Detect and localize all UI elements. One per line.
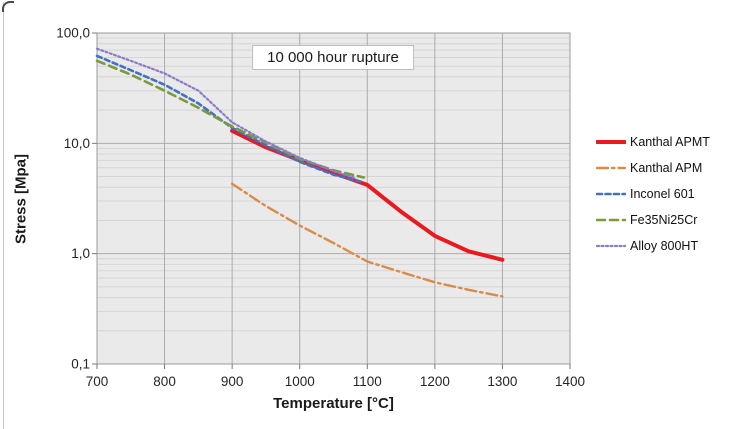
plot-border xyxy=(96,32,571,365)
y-tick-label: 10,0 xyxy=(64,136,90,151)
legend-item-fe35ni25cr: Fe35Ni25Cr xyxy=(596,207,710,233)
x-tick-label: 700 xyxy=(86,374,109,389)
legend-label: Alloy 800HT xyxy=(630,239,699,253)
legend-label: Kanthal APMT xyxy=(630,135,710,149)
frame-left-border xyxy=(3,2,4,429)
series-line-kanthal-apm xyxy=(230,182,504,298)
series-line-alloy-800ht xyxy=(95,47,355,179)
legend-item-kanthal-apmt: Kanthal APMT xyxy=(596,129,710,155)
x-tick-label: 1400 xyxy=(555,374,585,389)
legend-line-sample xyxy=(596,192,626,196)
x-tick-label: 1200 xyxy=(420,374,450,389)
x-tick-label: 1100 xyxy=(353,374,382,389)
legend: Kanthal APMT Kanthal APM Inconel 601 Fe35Ni… xyxy=(596,129,710,259)
plot-background xyxy=(97,33,570,364)
y-axis-title: Stress [Mpa] xyxy=(12,153,30,245)
legend-line-sample xyxy=(596,166,626,170)
legend-label: Fe35Ni25Cr xyxy=(630,213,698,227)
legend-item-kanthal-apm: Kanthal APM xyxy=(596,155,710,181)
x-tick-label: 1000 xyxy=(285,374,315,389)
x-axis-title: Temperature [°C] xyxy=(273,395,394,412)
x-tick-label: 1300 xyxy=(487,374,517,389)
legend-line-sample xyxy=(596,244,626,248)
chart-title-box: 10 000 hour rupture xyxy=(252,45,414,70)
x-tick-label: 900 xyxy=(221,374,244,389)
legend-label: Kanthal APM xyxy=(630,161,703,175)
y-tick-label: 1,0 xyxy=(71,246,90,261)
chart-title: 10 000 hour rupture xyxy=(267,49,399,66)
x-tick-label: 800 xyxy=(153,374,176,389)
legend-line-sample xyxy=(596,140,626,144)
legend-line-sample xyxy=(596,218,626,222)
legend-item-inconel-601: Inconel 601 xyxy=(596,181,710,207)
y-tick-label: 100,0 xyxy=(56,26,90,41)
frame-top-left-corner xyxy=(2,1,14,12)
legend-item-alloy-800ht: Alloy 800HT xyxy=(596,233,710,259)
y-tick-label: 0,1 xyxy=(71,357,90,372)
legend-label: Inconel 601 xyxy=(630,187,695,201)
